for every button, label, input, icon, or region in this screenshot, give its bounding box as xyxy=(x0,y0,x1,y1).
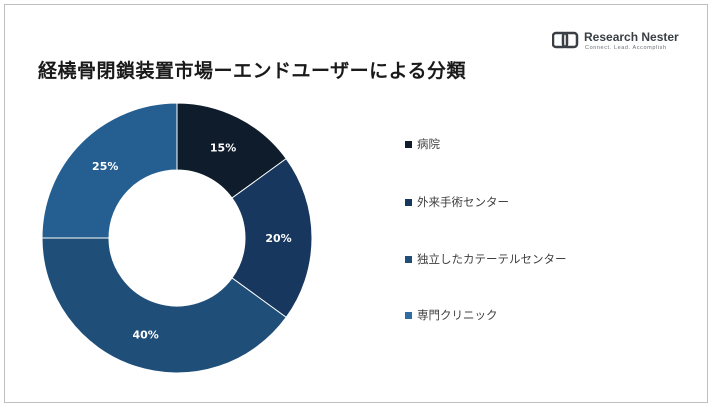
data-label-3: 40% xyxy=(132,329,158,342)
data-label-4: 25% xyxy=(92,160,118,173)
legend-item-4: 専門クリニック xyxy=(405,308,575,323)
legend-swatch xyxy=(405,199,412,206)
legend-swatch xyxy=(405,256,412,263)
logo-name: Research Nester xyxy=(584,30,679,44)
legend-label: 病院 xyxy=(417,137,440,151)
legend-swatch xyxy=(405,312,412,319)
data-label-2: 20% xyxy=(265,232,291,245)
donut-slice-3 xyxy=(41,237,287,374)
legend-item-2: 外来手術センター xyxy=(405,195,575,210)
legend-label: 専門クリニック xyxy=(417,308,498,322)
legend-label: 外来手術センター xyxy=(417,195,509,209)
legend-item-3: 独立したカテーテルセンター xyxy=(405,252,575,267)
donut-slice-2 xyxy=(231,157,313,319)
legend-swatch xyxy=(405,141,412,148)
legend-label: 独立したカテーテルセンター xyxy=(417,252,567,266)
brand-logo: Research Nester Connect. Lead. Accomplis… xyxy=(552,28,682,56)
logo-tagline: Connect. Lead. Accomplish xyxy=(585,45,667,51)
legend-item-1: 病院 xyxy=(405,137,575,152)
donut-slice-4 xyxy=(41,102,178,239)
data-label-1: 15% xyxy=(210,142,236,155)
chart-title: 経橈骨閉鎖装置市場ーエンドユーザーによる分類 xyxy=(38,60,467,82)
research-nester-logo-icon xyxy=(552,31,579,49)
